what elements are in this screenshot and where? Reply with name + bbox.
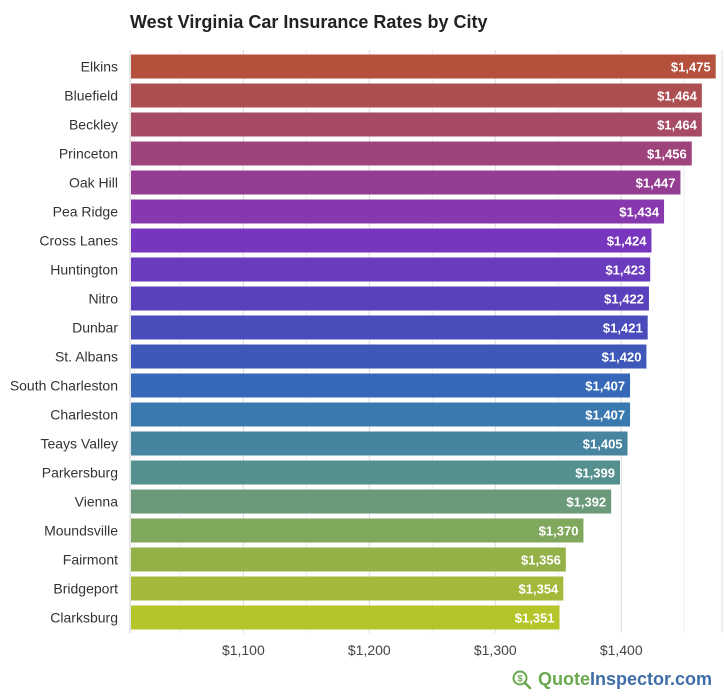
- quoteinspector-logo: $ QuoteInspector.com: [512, 669, 712, 690]
- category-label: Oak Hill: [69, 175, 118, 191]
- bar: [131, 431, 628, 456]
- data-label: $1,464: [657, 89, 698, 104]
- category-label: Nitro: [88, 291, 118, 307]
- bar: [131, 605, 560, 630]
- x-tick-label: $1,100: [222, 642, 265, 658]
- x-axis-ticks: $1,100 $1,200 $1,300 $1,400: [222, 642, 643, 658]
- bar: [131, 170, 681, 195]
- bar: [131, 141, 692, 166]
- bars: [131, 54, 716, 630]
- bar: [131, 112, 702, 137]
- bar: [131, 286, 649, 311]
- data-label: $1,405: [583, 437, 623, 452]
- data-label: $1,420: [602, 350, 642, 365]
- svg-text:$: $: [517, 673, 522, 683]
- category-label: Clarksburg: [50, 610, 118, 626]
- data-label: $1,424: [607, 234, 648, 249]
- data-label: $1,447: [636, 176, 676, 191]
- category-label: Beckley: [69, 117, 118, 133]
- category-label: Princeton: [59, 146, 118, 162]
- grid-lines: [129, 50, 723, 633]
- category-label: St. Albans: [55, 349, 118, 365]
- bar: [131, 54, 716, 79]
- category-labels: Elkins Bluefield Beckley Princeton Oak Hill P…: [10, 59, 119, 626]
- category-label: Bridgeport: [53, 581, 118, 597]
- category-label: Charleston: [50, 407, 118, 423]
- x-tick-label: $1,200: [348, 642, 391, 658]
- data-label: $1,399: [575, 466, 615, 481]
- bar: [131, 489, 612, 514]
- bar: [131, 83, 702, 108]
- bar: [131, 402, 631, 427]
- data-label: $1,407: [585, 408, 625, 423]
- category-label: Teays Valley: [40, 436, 118, 452]
- category-label: Huntington: [50, 262, 118, 278]
- brand-quote-text: Quote: [537, 669, 590, 689]
- data-label: $1,456: [647, 147, 687, 162]
- bar: [131, 344, 647, 369]
- bar: [131, 547, 566, 572]
- category-label: Elkins: [81, 59, 118, 75]
- x-tick-label: $1,400: [600, 642, 643, 658]
- value-labels: $1,475 $1,464 $1,464 $1,456 $1,447 $1,434 $1,4…: [515, 60, 711, 626]
- data-label: $1,434: [619, 205, 660, 220]
- data-label: $1,407: [585, 379, 625, 394]
- category-label: South Charleston: [10, 378, 118, 394]
- bar: [131, 228, 652, 253]
- data-label: $1,423: [605, 263, 645, 278]
- category-label: Cross Lanes: [39, 233, 118, 249]
- brand-inspector-text: Inspector: [589, 669, 670, 689]
- category-label: Vienna: [75, 494, 119, 510]
- category-label: Dunbar: [72, 320, 118, 336]
- bar: [131, 199, 665, 224]
- data-label: $1,356: [521, 553, 561, 568]
- brand-domain-text: .com: [669, 669, 712, 689]
- chart-title: West Virginia Car Insurance Rates by Cit…: [130, 12, 488, 32]
- dollar-magnifier-icon: $: [512, 670, 532, 689]
- bar: [131, 257, 651, 282]
- data-label: $1,392: [566, 495, 606, 510]
- data-label: $1,354: [519, 582, 560, 597]
- category-label: Pea Ridge: [53, 204, 119, 220]
- data-label: $1,464: [657, 118, 698, 133]
- category-label: Moundsville: [44, 523, 118, 539]
- data-label: $1,475: [671, 60, 711, 75]
- data-label: $1,422: [604, 292, 644, 307]
- data-label: $1,370: [539, 524, 579, 539]
- data-label: $1,351: [515, 611, 555, 626]
- category-label: Bluefield: [64, 88, 118, 104]
- bar: [131, 460, 620, 485]
- bar: [131, 576, 564, 601]
- bar: [131, 518, 584, 543]
- bar: [131, 315, 648, 340]
- data-label: $1,421: [603, 321, 643, 336]
- category-label: Fairmont: [63, 552, 118, 568]
- category-label: Parkersburg: [42, 465, 118, 481]
- x-tick-label: $1,300: [474, 642, 517, 658]
- bar: [131, 373, 631, 398]
